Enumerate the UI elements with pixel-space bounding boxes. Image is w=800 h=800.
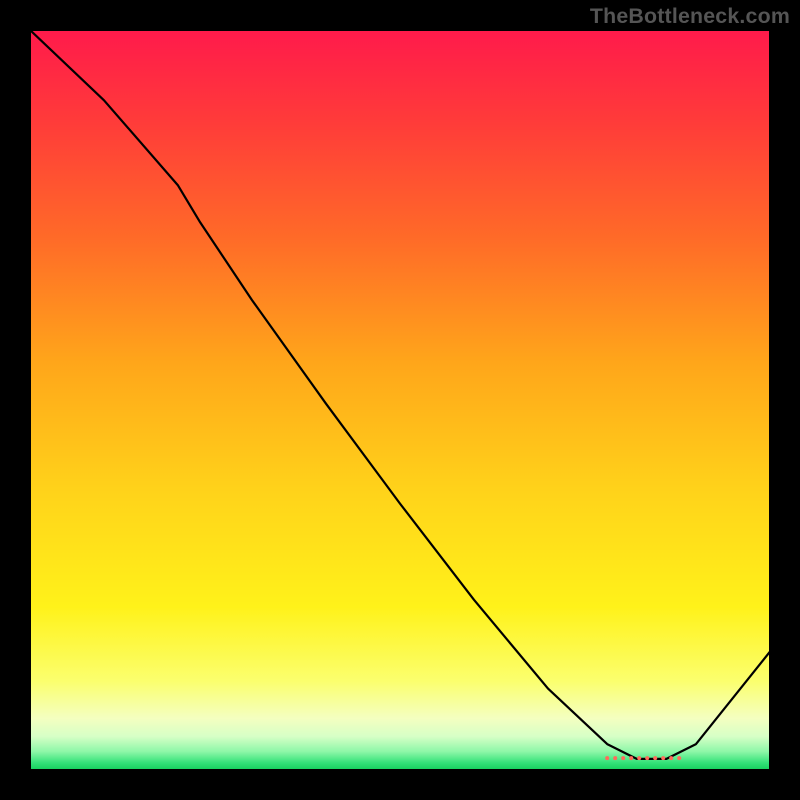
plot-svg [30, 30, 770, 770]
plot-background [30, 30, 770, 770]
plot-area [30, 30, 770, 770]
watermark-text: TheBottleneck.com [590, 4, 790, 29]
chart-frame: TheBottleneck.com [0, 0, 800, 800]
